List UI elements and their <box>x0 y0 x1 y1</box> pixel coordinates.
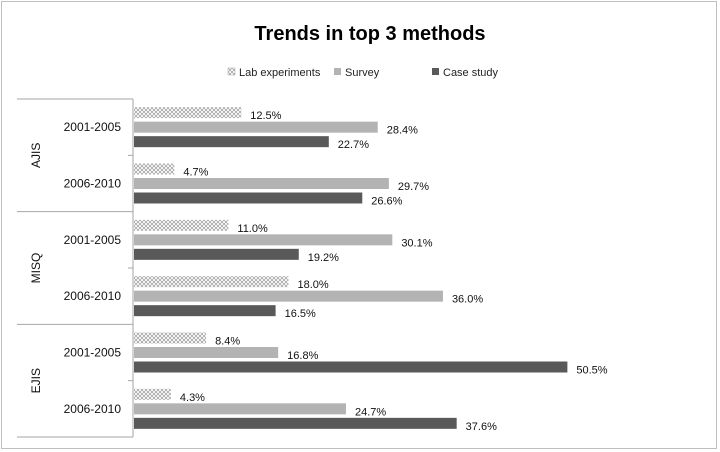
bar <box>134 234 393 246</box>
data-label: 8.4% <box>215 336 240 348</box>
data-label: 36.0% <box>452 294 483 306</box>
data-label: 29.7% <box>398 181 429 193</box>
category-label: 2006-2010 <box>64 177 122 191</box>
bar <box>134 332 207 344</box>
data-label: 28.4% <box>387 125 418 137</box>
category-label: 2001-2005 <box>64 233 122 247</box>
group-label: MISQ <box>29 253 43 284</box>
data-label: 12.5% <box>250 110 281 122</box>
data-label: 50.5% <box>576 365 607 377</box>
bar <box>134 121 378 133</box>
bar <box>134 178 389 189</box>
bar <box>134 136 329 148</box>
bar <box>134 163 175 175</box>
bar <box>134 248 299 260</box>
legend-label: Case study <box>443 67 499 79</box>
legend-swatch <box>227 67 236 76</box>
data-label: 26.6% <box>371 196 402 208</box>
bars: 12.5% 28.4% 22.7% 4.7% 29.7% 26.6% 11.0% 30.1% 1… <box>134 107 608 433</box>
bar <box>134 361 568 373</box>
legend: Lab experiments Survey Case study <box>227 67 499 79</box>
bar <box>134 305 276 317</box>
bar <box>134 290 443 302</box>
legend-label: Lab experiments <box>239 67 321 79</box>
data-label: 19.2% <box>308 252 339 264</box>
axes: AJIS 2001-2005 2006-2010 MISQ 2001-2005 2006-… <box>17 98 134 438</box>
data-label: 30.1% <box>401 237 432 249</box>
bar <box>134 276 289 288</box>
bar <box>134 107 242 119</box>
group-label: EJIS <box>29 368 43 393</box>
bar <box>134 417 457 429</box>
legend-swatch <box>432 68 439 75</box>
legend-label: Survey <box>345 67 380 79</box>
bar <box>134 192 363 204</box>
data-label: 4.3% <box>180 392 205 404</box>
category-label: 2001-2005 <box>64 120 122 134</box>
data-label: 16.5% <box>285 308 316 320</box>
data-label: 37.6% <box>466 421 497 433</box>
legend-swatch <box>334 68 341 75</box>
category-label: 2001-2005 <box>64 346 122 360</box>
chart-title: Trends in top 3 methods <box>254 23 485 45</box>
data-label: 4.7% <box>183 167 208 179</box>
data-label: 24.7% <box>355 406 386 418</box>
data-label: 11.0% <box>237 223 268 235</box>
bar <box>134 403 346 415</box>
bar <box>134 347 279 358</box>
bar <box>134 388 171 400</box>
category-label: 2006-2010 <box>64 402 122 416</box>
data-label: 16.8% <box>287 350 318 362</box>
data-label: 22.7% <box>338 139 369 151</box>
bar <box>134 219 229 231</box>
data-label: 18.0% <box>297 279 328 291</box>
group-label: AJIS <box>29 143 43 168</box>
category-label: 2006-2010 <box>64 289 122 303</box>
